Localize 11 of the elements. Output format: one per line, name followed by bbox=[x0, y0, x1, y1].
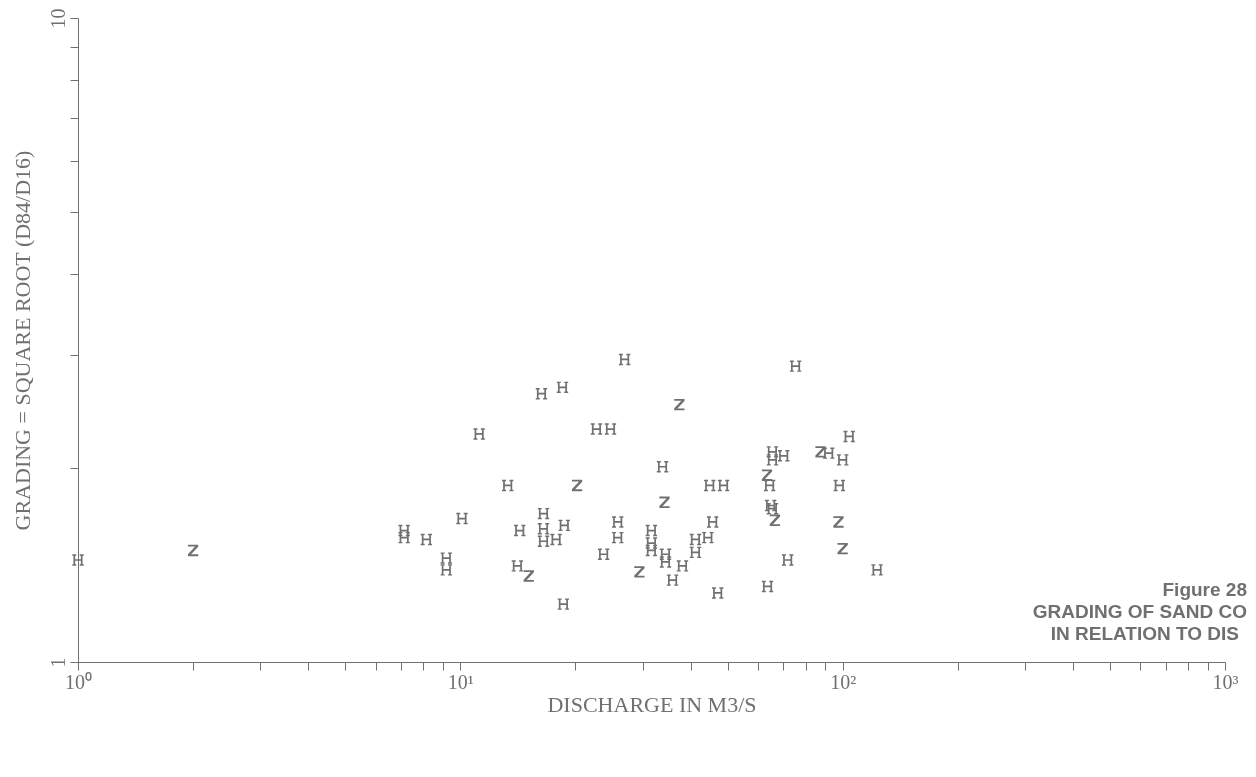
x-axis-title: DISCHARGE IN M3/S bbox=[547, 691, 757, 717]
x-tick-label: 10¹ bbox=[447, 670, 474, 693]
x-tick-label: 10² bbox=[830, 670, 857, 693]
y-tick-label: 1 bbox=[46, 657, 69, 668]
annotation: Figure 28 bbox=[1162, 579, 1247, 600]
x-tick-label: 10³ bbox=[1212, 670, 1239, 693]
y-tick-label: 10 bbox=[46, 8, 69, 29]
x-tick-label: 10⁰ bbox=[65, 670, 92, 693]
y-axis-title: GRADING = SQUARE ROOT (D84/D16) bbox=[9, 150, 35, 531]
annotation: GRADING OF SAND CO bbox=[1032, 601, 1247, 622]
annotation: IN RELATION TO DIS bbox=[1050, 623, 1239, 644]
